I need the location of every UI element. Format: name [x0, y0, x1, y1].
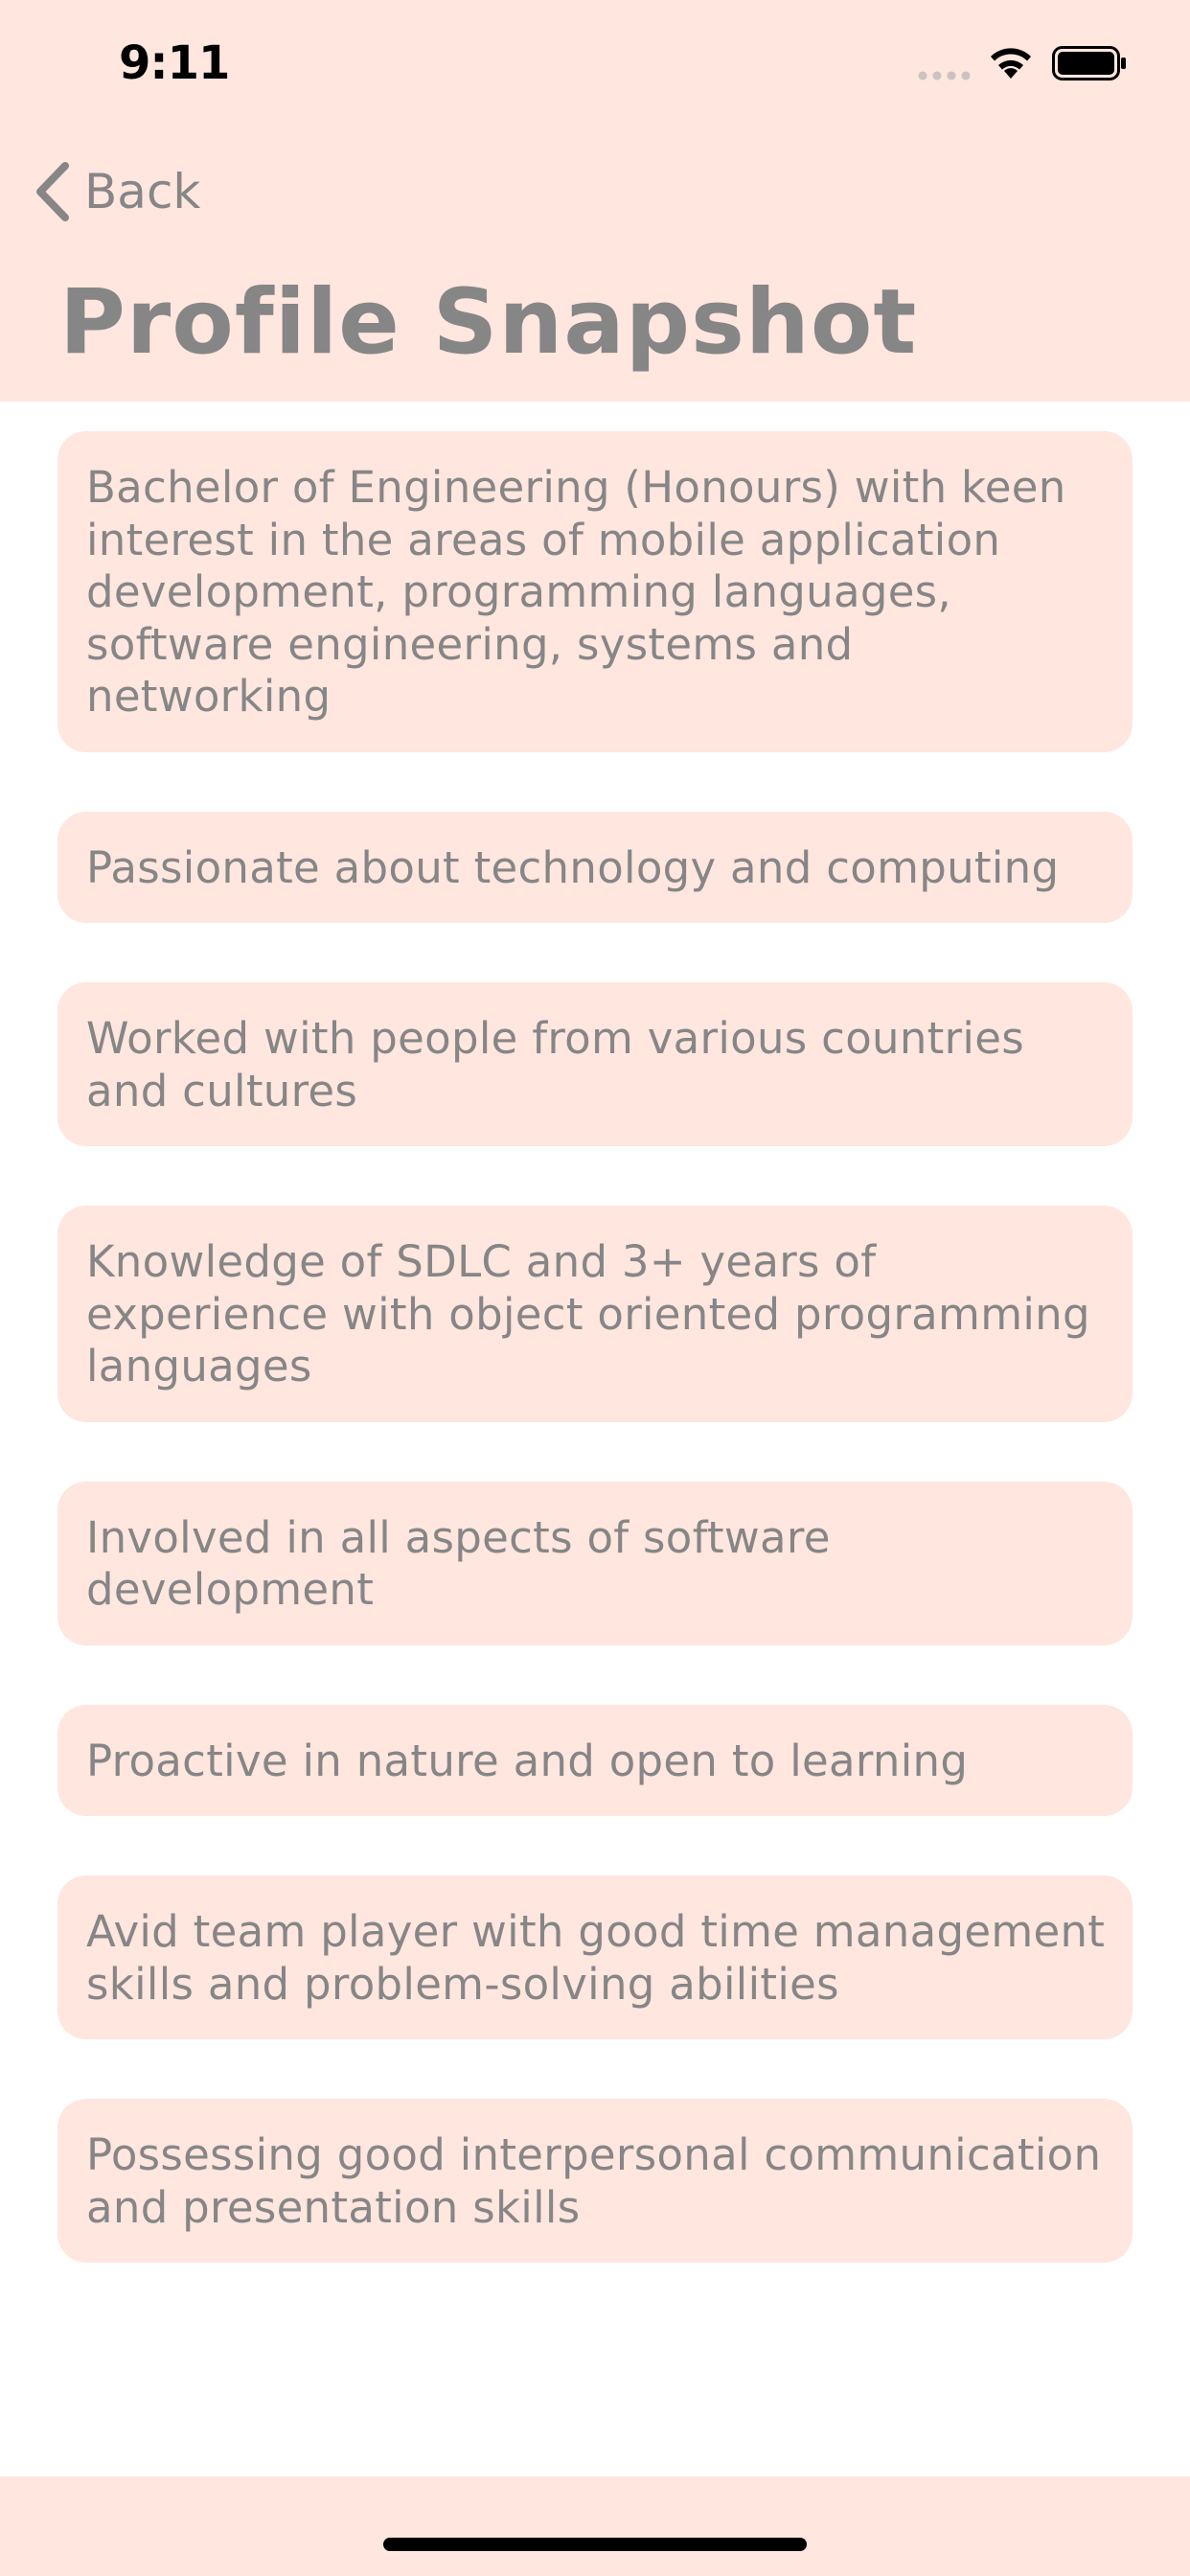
list-item-text: Possessing good interpersonal communicat… — [86, 2129, 1102, 2233]
list-item: Knowledge of SDLC and 3+ years of experi… — [57, 1206, 1133, 1422]
home-indicator[interactable] — [383, 2538, 807, 2551]
list-item-text: Avid team player with good time manageme… — [86, 1906, 1106, 2010]
list-item-text: Proactive in nature and open to learning — [86, 1735, 969, 1786]
list-item-text: Worked with people from various countrie… — [86, 1013, 1024, 1116]
bottom-bar — [0, 2476, 1190, 2576]
profile-list: Bachelor of Engineering (Honours) with k… — [57, 431, 1133, 2263]
navigation-header: 9:11 Back Profile Snapshot — [0, 0, 1190, 402]
list-item: Worked with people from various countrie… — [57, 982, 1133, 1146]
list-item-text: Knowledge of SDLC and 3+ years of experi… — [86, 1236, 1090, 1392]
list-item: Proactive in nature and open to learning — [57, 1704, 1133, 1816]
list-item: Avid team player with good time manageme… — [57, 1875, 1133, 2039]
back-button[interactable]: Back — [33, 153, 200, 230]
page-title: Profile Snapshot — [59, 270, 918, 375]
list-item-text: Bachelor of Engineering (Honours) with k… — [86, 462, 1066, 722]
wifi-icon — [991, 48, 1031, 79]
status-time: 9:11 — [119, 36, 230, 90]
list-item: Passionate about technology and computin… — [57, 811, 1133, 923]
battery-icon — [1052, 46, 1126, 80]
list-item-text: Passionate about technology and computin… — [86, 841, 1060, 893]
list-item: Involved in all aspects of software deve… — [57, 1481, 1133, 1645]
back-label: Back — [84, 164, 201, 219]
list-item: Bachelor of Engineering (Honours) with k… — [57, 431, 1133, 752]
chevron-left-icon — [36, 162, 69, 221]
list-item-text: Involved in all aspects of software deve… — [86, 1511, 831, 1616]
list-item: Possessing good interpersonal communicat… — [57, 2099, 1133, 2263]
signal-icon — [918, 71, 971, 80]
